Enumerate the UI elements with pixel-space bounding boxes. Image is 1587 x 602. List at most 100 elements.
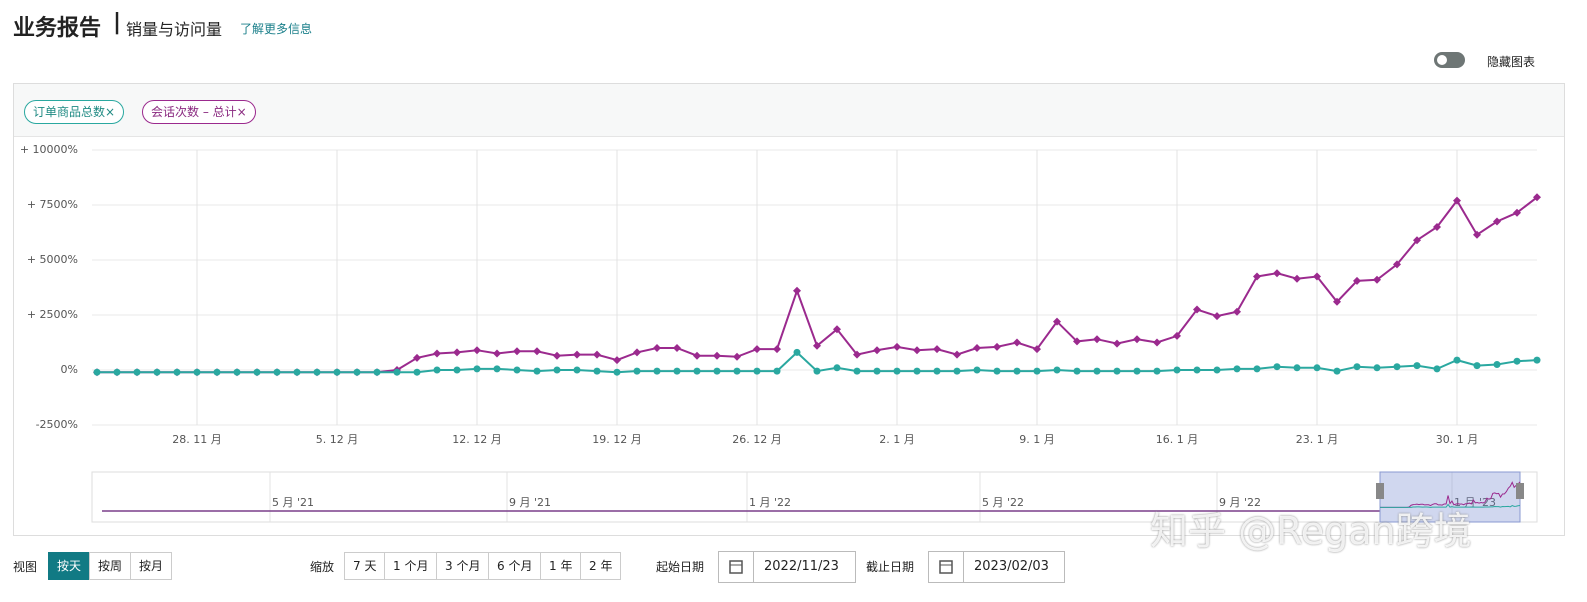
view-button[interactable]: 按月 (130, 552, 173, 580)
marker (1013, 367, 1021, 375)
marker (1293, 274, 1301, 283)
marker (1193, 305, 1201, 314)
marker (893, 367, 901, 375)
marker (993, 367, 1001, 375)
marker (1433, 223, 1441, 231)
zoom-button[interactable]: 1 年 (540, 552, 582, 580)
y-tick-label: + 2500% (27, 308, 78, 321)
marker (1433, 365, 1441, 373)
view-button[interactable]: 按天 (48, 552, 91, 580)
marker (273, 368, 281, 376)
zoom-button[interactable]: 7 天 (344, 552, 386, 580)
marker (953, 350, 961, 359)
marker (873, 346, 881, 355)
start-date-input[interactable]: 2022/11/23 (718, 551, 856, 583)
marker (1453, 356, 1461, 364)
marker (113, 368, 121, 376)
y-tick-label: + 5000% (27, 253, 78, 266)
toggle-switch[interactable] (1434, 52, 1465, 68)
navigator-line (1380, 503, 1521, 508)
chip-close[interactable]: × (105, 105, 116, 119)
chip-label: 会话次数 – 总计 (151, 105, 237, 119)
marker (973, 344, 981, 352)
marker (1233, 365, 1241, 373)
calendar-icon (929, 552, 964, 582)
marker (1373, 275, 1381, 284)
zoom-button[interactable]: 3 个月 (436, 552, 490, 580)
marker (973, 366, 981, 374)
marker (1233, 307, 1241, 316)
marker (1473, 362, 1481, 370)
marker (233, 368, 241, 376)
marker (413, 368, 421, 376)
marker (633, 367, 641, 375)
end-date-input[interactable]: 2023/02/03 (928, 551, 1065, 583)
x-tick-label: 2. 1 月 (879, 433, 915, 446)
chip-close[interactable]: × (236, 105, 247, 119)
separator: | (113, 10, 122, 35)
title: 业务报告 (13, 16, 102, 41)
marker (1173, 331, 1181, 340)
marker (1413, 362, 1421, 370)
marker (833, 325, 841, 334)
view-button[interactable]: 按周 (89, 552, 132, 580)
marker (333, 368, 341, 376)
zoom-button[interactable]: 1 个月 (384, 552, 438, 580)
chart: + 10000% + 7500% + 5000% + 2500% 0% -2500% 28.… (20, 143, 1541, 523)
x-tick-label: 30. 1 月 (1436, 433, 1479, 446)
marker (1473, 230, 1481, 239)
marker (573, 366, 581, 374)
x-tick-label: 12. 12 月 (452, 433, 501, 446)
chip-label: 订单商品总数 (33, 105, 106, 119)
marker (1413, 236, 1421, 245)
zoom-button[interactable]: 6 个月 (488, 552, 542, 580)
marker (1133, 367, 1141, 375)
chip[interactable]: 订单商品总数× (24, 100, 125, 124)
marker (1073, 367, 1081, 375)
marker (253, 368, 261, 376)
marker (613, 356, 621, 365)
marker (693, 351, 701, 360)
marker (133, 368, 141, 376)
marker (1153, 338, 1161, 347)
zoom-button[interactable]: 2 年 (580, 552, 622, 580)
marker (1193, 366, 1201, 374)
marker (453, 366, 461, 374)
marker (733, 352, 741, 361)
chip[interactable]: 会话次数 – 总计× (142, 100, 256, 124)
navigator-frame (91, 471, 1538, 523)
marker (453, 348, 461, 357)
marker (913, 346, 921, 355)
marker (1313, 272, 1321, 281)
marker (473, 365, 481, 373)
x-tick-label: 9. 1 月 (1019, 433, 1055, 446)
marker (1333, 297, 1341, 306)
navigator-label: 1 月 '22 (749, 496, 791, 509)
marker (1053, 366, 1061, 374)
calendar-icon (719, 552, 754, 582)
marker (653, 367, 661, 375)
marker (793, 286, 801, 295)
marker (1273, 363, 1281, 371)
x-tick-label: 19. 12 月 (592, 433, 641, 446)
marker (513, 347, 521, 356)
end-date: 2023/02/03 (974, 559, 1049, 574)
navigator-handle[interactable] (1516, 483, 1524, 499)
navigator-label: 9 月 '22 (1219, 496, 1261, 509)
marker (593, 350, 601, 359)
marker (993, 342, 1001, 351)
y-tick-label: -2500% (36, 418, 78, 431)
marker (913, 367, 921, 375)
marker (933, 345, 941, 354)
marker (1513, 357, 1521, 365)
learn-more-link[interactable]: 了解更多信息 (240, 22, 313, 36)
marker (493, 349, 501, 358)
marker (1333, 367, 1341, 375)
x-tick-label: 5. 12 月 (316, 433, 359, 446)
navigator-label: 9 月 '21 (509, 496, 551, 509)
navigator-handle[interactable] (1376, 483, 1384, 499)
marker (153, 368, 161, 376)
chip-bar (14, 84, 1564, 137)
marker (1353, 276, 1361, 285)
